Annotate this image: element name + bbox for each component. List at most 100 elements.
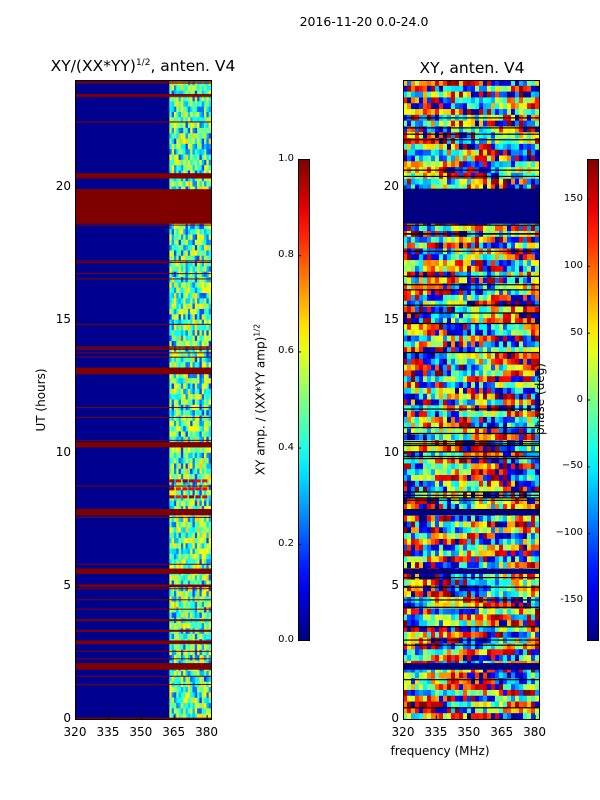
phase-cell	[407, 480, 412, 488]
amplitude-rfi-line	[75, 82, 211, 84]
phase-cell	[443, 300, 448, 307]
phase-cell	[483, 347, 488, 354]
amplitude-cell	[183, 122, 186, 129]
phase-cell	[527, 294, 532, 302]
amplitude-cell	[201, 649, 205, 656]
phase-cell	[451, 242, 456, 249]
phase-cell	[403, 457, 408, 464]
amplitude-cell	[190, 676, 193, 683]
phase-cell	[431, 376, 436, 383]
amplitude-cell	[178, 543, 182, 549]
amplitude-cell	[169, 548, 173, 555]
phase-cell	[515, 533, 520, 540]
phase-cell	[451, 515, 456, 522]
amplitude-cell	[197, 633, 200, 640]
phase-cell	[439, 300, 444, 307]
phase-cell	[479, 347, 484, 354]
amplitude-cell	[190, 351, 193, 358]
phase-cell	[475, 300, 480, 307]
phase-cell	[531, 370, 536, 377]
amplitude-cell	[176, 671, 179, 677]
phase-cell	[531, 109, 536, 116]
phase-cell	[519, 300, 524, 307]
phase-cell	[511, 411, 516, 418]
amplitude-cell	[201, 287, 205, 294]
amplitude-cell	[201, 372, 205, 379]
amplitude-cell	[204, 362, 207, 368]
phase-cell	[415, 329, 420, 336]
phase-cell	[479, 265, 484, 273]
phase-cell	[527, 85, 532, 93]
amplitude-cell	[180, 607, 184, 613]
phase-cell	[495, 312, 500, 319]
phase-cell	[519, 236, 524, 244]
amplitude-cell	[185, 335, 189, 342]
phase-cell	[535, 521, 540, 528]
amplitude-cell	[185, 458, 189, 464]
phase-cell	[523, 451, 528, 458]
phase-cell	[523, 109, 528, 116]
phase-cell	[407, 265, 412, 273]
phase-cell	[467, 486, 472, 493]
amplitude-cell	[180, 356, 184, 363]
amplitude-cell	[171, 655, 175, 661]
phase-cell	[415, 422, 420, 429]
amplitude-cell	[173, 282, 177, 289]
amplitude-cell	[204, 436, 207, 443]
amplitude-cell	[206, 287, 210, 294]
amplitude-cell	[187, 607, 191, 613]
amplitude-cell	[187, 633, 191, 640]
phase-cell	[443, 393, 448, 400]
phase-cell	[523, 155, 528, 162]
phase-cell	[535, 451, 540, 458]
phase-cell	[427, 475, 432, 482]
phase-cell	[411, 364, 416, 371]
amplitude-cell	[204, 308, 207, 315]
phase-cell	[475, 515, 480, 522]
phase-cell	[443, 387, 448, 395]
phase-cell	[495, 178, 500, 185]
phase-cell	[463, 318, 468, 325]
phase-cell	[419, 120, 424, 127]
amplitude-cell	[171, 468, 175, 475]
amplitude-cell	[208, 521, 212, 528]
amplitude-cell	[199, 314, 203, 321]
phase-cell	[479, 376, 484, 383]
amplitude-cell	[173, 122, 177, 129]
phase-cell	[463, 341, 468, 348]
amplitude-cell	[206, 90, 210, 97]
phase-cell	[467, 387, 472, 395]
phase-cell	[507, 405, 512, 412]
phase-cell	[455, 376, 460, 383]
amplitude-cell	[185, 122, 189, 129]
phase-heatmap	[403, 80, 540, 720]
phase-cell	[499, 457, 504, 464]
phase-cell	[403, 178, 408, 185]
amplitude-cell	[199, 601, 203, 608]
amplitude-cell	[180, 564, 184, 571]
phase-cell	[431, 271, 436, 278]
amplitude-cell	[201, 458, 205, 464]
amplitude-cell	[190, 463, 193, 470]
phase-cell	[439, 161, 444, 168]
phase-cell	[427, 138, 432, 145]
amplitude-cell	[194, 378, 198, 384]
phase-cell	[471, 341, 476, 348]
phase-cell	[487, 364, 492, 371]
phase-cell	[479, 85, 484, 93]
amplitude-cell	[176, 133, 179, 139]
phase-cell	[431, 486, 436, 493]
amplitude-cell	[169, 308, 173, 315]
amplitude-cell	[204, 458, 207, 464]
phase-cell	[411, 428, 416, 435]
amplitude-cell	[169, 506, 173, 512]
phase-cell	[415, 445, 420, 453]
phase-cell	[527, 329, 532, 336]
phase-cell	[515, 109, 520, 116]
amplitude-x-tick-label: 335	[96, 725, 120, 739]
phase-cell	[503, 486, 508, 493]
phase-cell	[451, 521, 456, 528]
phase-cell	[435, 80, 440, 87]
amplitude-cell	[187, 122, 191, 129]
amplitude-cell	[197, 697, 200, 704]
